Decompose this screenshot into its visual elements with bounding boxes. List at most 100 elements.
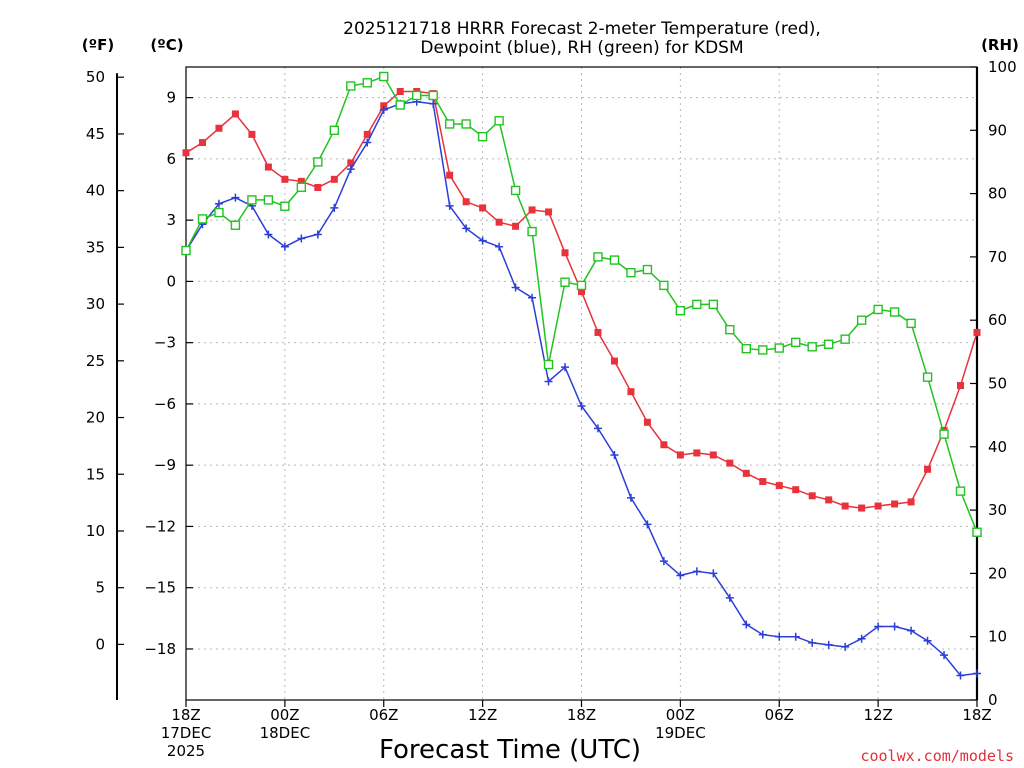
rh-point [906,318,916,329]
rh-point [774,343,784,353]
temperature-point [874,502,882,510]
time-tick-label: 2025 [167,742,205,760]
fahrenheit-tick-label: 30 [86,295,105,313]
temperature-point [957,382,965,390]
dewpoint-point [643,520,652,529]
temperature-point [297,177,305,185]
rh-point [725,324,735,335]
temperature-point [759,478,767,486]
temperature-point [561,249,569,257]
rh-point [642,264,653,275]
dewpoint-point [462,224,471,233]
temperature-point [594,328,602,336]
dewpoint-point [264,230,273,239]
rh-point [494,116,504,126]
dewpoint-point [610,450,619,459]
fahrenheit-tick-label: 20 [86,409,105,427]
dewpoint-point [379,105,388,114]
dewpoint-point [874,622,883,631]
rh-tick-label: 30 [988,501,1007,519]
temperature-point [231,110,239,118]
fahrenheit-tick-label: 35 [86,238,105,256]
rh-point [346,81,356,91]
temperature-point [248,130,256,138]
rh-point [181,245,191,256]
dewpoint-point [692,567,701,576]
temperature-point [479,204,487,212]
temperature-point [363,130,371,138]
dewpoint-point [429,99,438,108]
time-tick-label: 06Z [765,706,794,724]
rh-tick-label: 50 [988,375,1007,393]
dewpoint-point [593,424,602,433]
temperature-point [825,496,833,504]
rh-point [428,90,438,101]
fahrenheit-tick-label: 25 [86,352,105,370]
dewpoint-point [857,634,866,643]
rh-point [873,304,883,315]
celsius-tick-label: −18 [144,640,176,658]
celsius-tick-label: 6 [166,150,176,168]
plot-frame [185,66,978,701]
rh-point [840,334,850,344]
rh-point [626,268,636,278]
rh-point [444,119,455,129]
dewpoint-point [626,493,635,502]
celsius-tick-label: 0 [166,272,176,290]
dewpoint-point [528,293,537,302]
rh-point [692,299,702,310]
temperature-point [528,206,536,214]
time-tick-label: 00Z [666,706,695,724]
dewpoint-point [363,138,372,147]
grid-layer [186,67,977,700]
dewpoint-point [495,242,504,251]
rh-tick-label: 80 [988,185,1007,203]
temperature-point [578,288,585,296]
temperature-point [446,171,454,179]
rh-point [280,201,290,211]
dewpoint-point [808,638,817,647]
temperature-point [693,449,701,457]
rh-point [856,315,867,325]
rh-point [708,299,719,310]
fahrenheit-tick-label: 0 [95,635,105,653]
rh-unit-label: (RH) [981,36,1019,54]
rh-point [823,339,834,349]
rh-tick-label: 60 [988,311,1007,329]
series-rh [181,71,982,537]
dewpoint-point [742,620,751,629]
dewpoint-point [725,593,734,602]
celsius-axis: 9 6 3 0 −3 −6 −9 −12 −15 −18 [144,89,193,658]
temperature-point [907,498,915,506]
chart-title-line1: 2025121718 HRRR Forecast 2-meter Tempera… [343,19,821,39]
rh-tick-label: 100 [988,58,1017,76]
rh-point [955,486,966,496]
temperature-point [347,159,355,167]
chart-title-line2: Dewpoint (blue), RH (green) for KDSM [420,38,743,58]
rh-point [659,280,669,291]
dewpoint-point [709,569,718,578]
time-tick-label: 06Z [369,706,398,724]
rh-tick-label: 0 [988,691,998,709]
temperature-point [792,486,800,494]
celsius-tick-label: −9 [154,456,176,474]
temperature-point [891,500,899,508]
rh-point [362,78,372,88]
dewpoint-point [330,203,339,212]
temperature-point [643,418,651,426]
rh-point [791,337,801,348]
temperature-point [808,492,816,500]
dewpoint-point [775,632,784,641]
fahrenheit-tick-label: 45 [86,125,105,143]
celsius-tick-label: −15 [144,579,176,597]
temperature-point [742,469,750,477]
temperature-point [215,124,223,132]
dewpoint-point [676,571,685,580]
temperature-point [512,222,520,230]
rh-point [214,207,224,218]
time-tick-label: 18DEC [260,724,311,742]
temperature-point [495,218,503,226]
